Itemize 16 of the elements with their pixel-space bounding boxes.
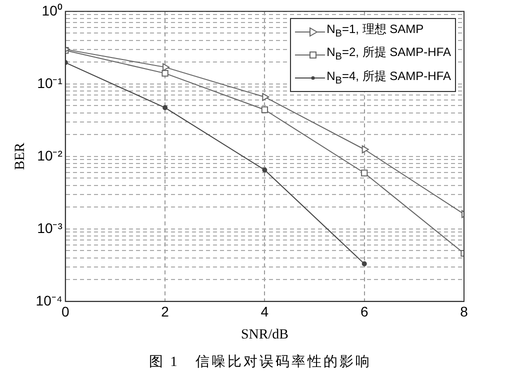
legend-label: N$_{B}$=4, 所提 SAMP-HFA bbox=[326, 68, 451, 88]
x-tick-label: 4 bbox=[260, 304, 269, 320]
legend-label: N$_{B}$=2, 所提 SAMP-HFA bbox=[326, 44, 451, 65]
y-tick-label: 10⁻¹ bbox=[37, 74, 63, 91]
x-tick-label: 6 bbox=[360, 304, 368, 320]
y-tick-label: 10⁰ bbox=[42, 2, 62, 18]
y-axis-title: BER bbox=[13, 142, 28, 170]
x-tick-label: 0 bbox=[61, 304, 70, 320]
y-tick-label: 10⁻³ bbox=[37, 220, 63, 236]
legend-label: N$_{B}$=1, 理想 SAMP bbox=[326, 21, 424, 42]
x-tick-label: 2 bbox=[161, 304, 170, 320]
caption: 图 1 信噪比对误码率性的影响 bbox=[148, 353, 372, 371]
y-tick-label: 10⁻² bbox=[37, 147, 63, 164]
x-axis-title: SNR/dB bbox=[240, 327, 288, 342]
x-tick-label: 8 bbox=[460, 304, 468, 320]
y-tick-label: 10⁻⁴ bbox=[36, 292, 62, 308]
